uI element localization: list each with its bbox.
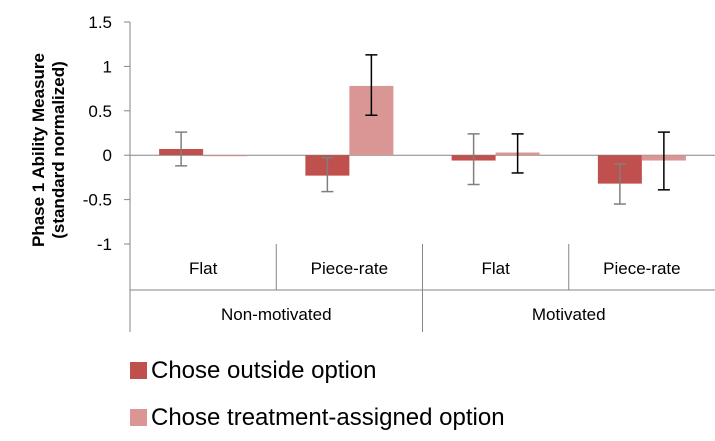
y-axis-title-line1: Phase 1 Ability Measure [29, 53, 48, 247]
y-tick-label: -1 [97, 235, 112, 254]
y-axis-title-line2: (standard normalized) [49, 61, 68, 239]
x-axis-labels: Flat Piece-rate Flat Piece-rate Non-motivate… [189, 259, 681, 324]
y-tick-label: 1.5 [88, 13, 112, 32]
bar-treatment [203, 155, 248, 157]
error-bars [175, 54, 670, 205]
legend-swatch [130, 409, 147, 426]
legend-label: Chose treatment-assigned option [151, 404, 505, 431]
y-axis-title: Phase 1 Ability Measure (standard normal… [29, 53, 68, 247]
group-label: Non-motivated [221, 305, 332, 324]
y-tick-label: 0 [103, 146, 112, 165]
group-label: Motivated [532, 305, 606, 324]
category-label: Flat [189, 259, 218, 278]
legend: Chose outside option Chose treatment-assi… [130, 357, 505, 431]
y-tick-label: -0.5 [83, 191, 112, 210]
category-label: Flat [481, 259, 510, 278]
legend-swatch [130, 362, 147, 379]
category-label: Piece-rate [603, 259, 680, 278]
y-tick-label: 1 [103, 57, 112, 76]
category-label: Piece-rate [311, 259, 388, 278]
bars [159, 85, 686, 184]
y-tick-label: 0.5 [88, 102, 112, 121]
axes: 1.5 1 0.5 0 -0.5 -1 [83, 13, 715, 332]
legend-label: Chose outside option [151, 357, 377, 384]
